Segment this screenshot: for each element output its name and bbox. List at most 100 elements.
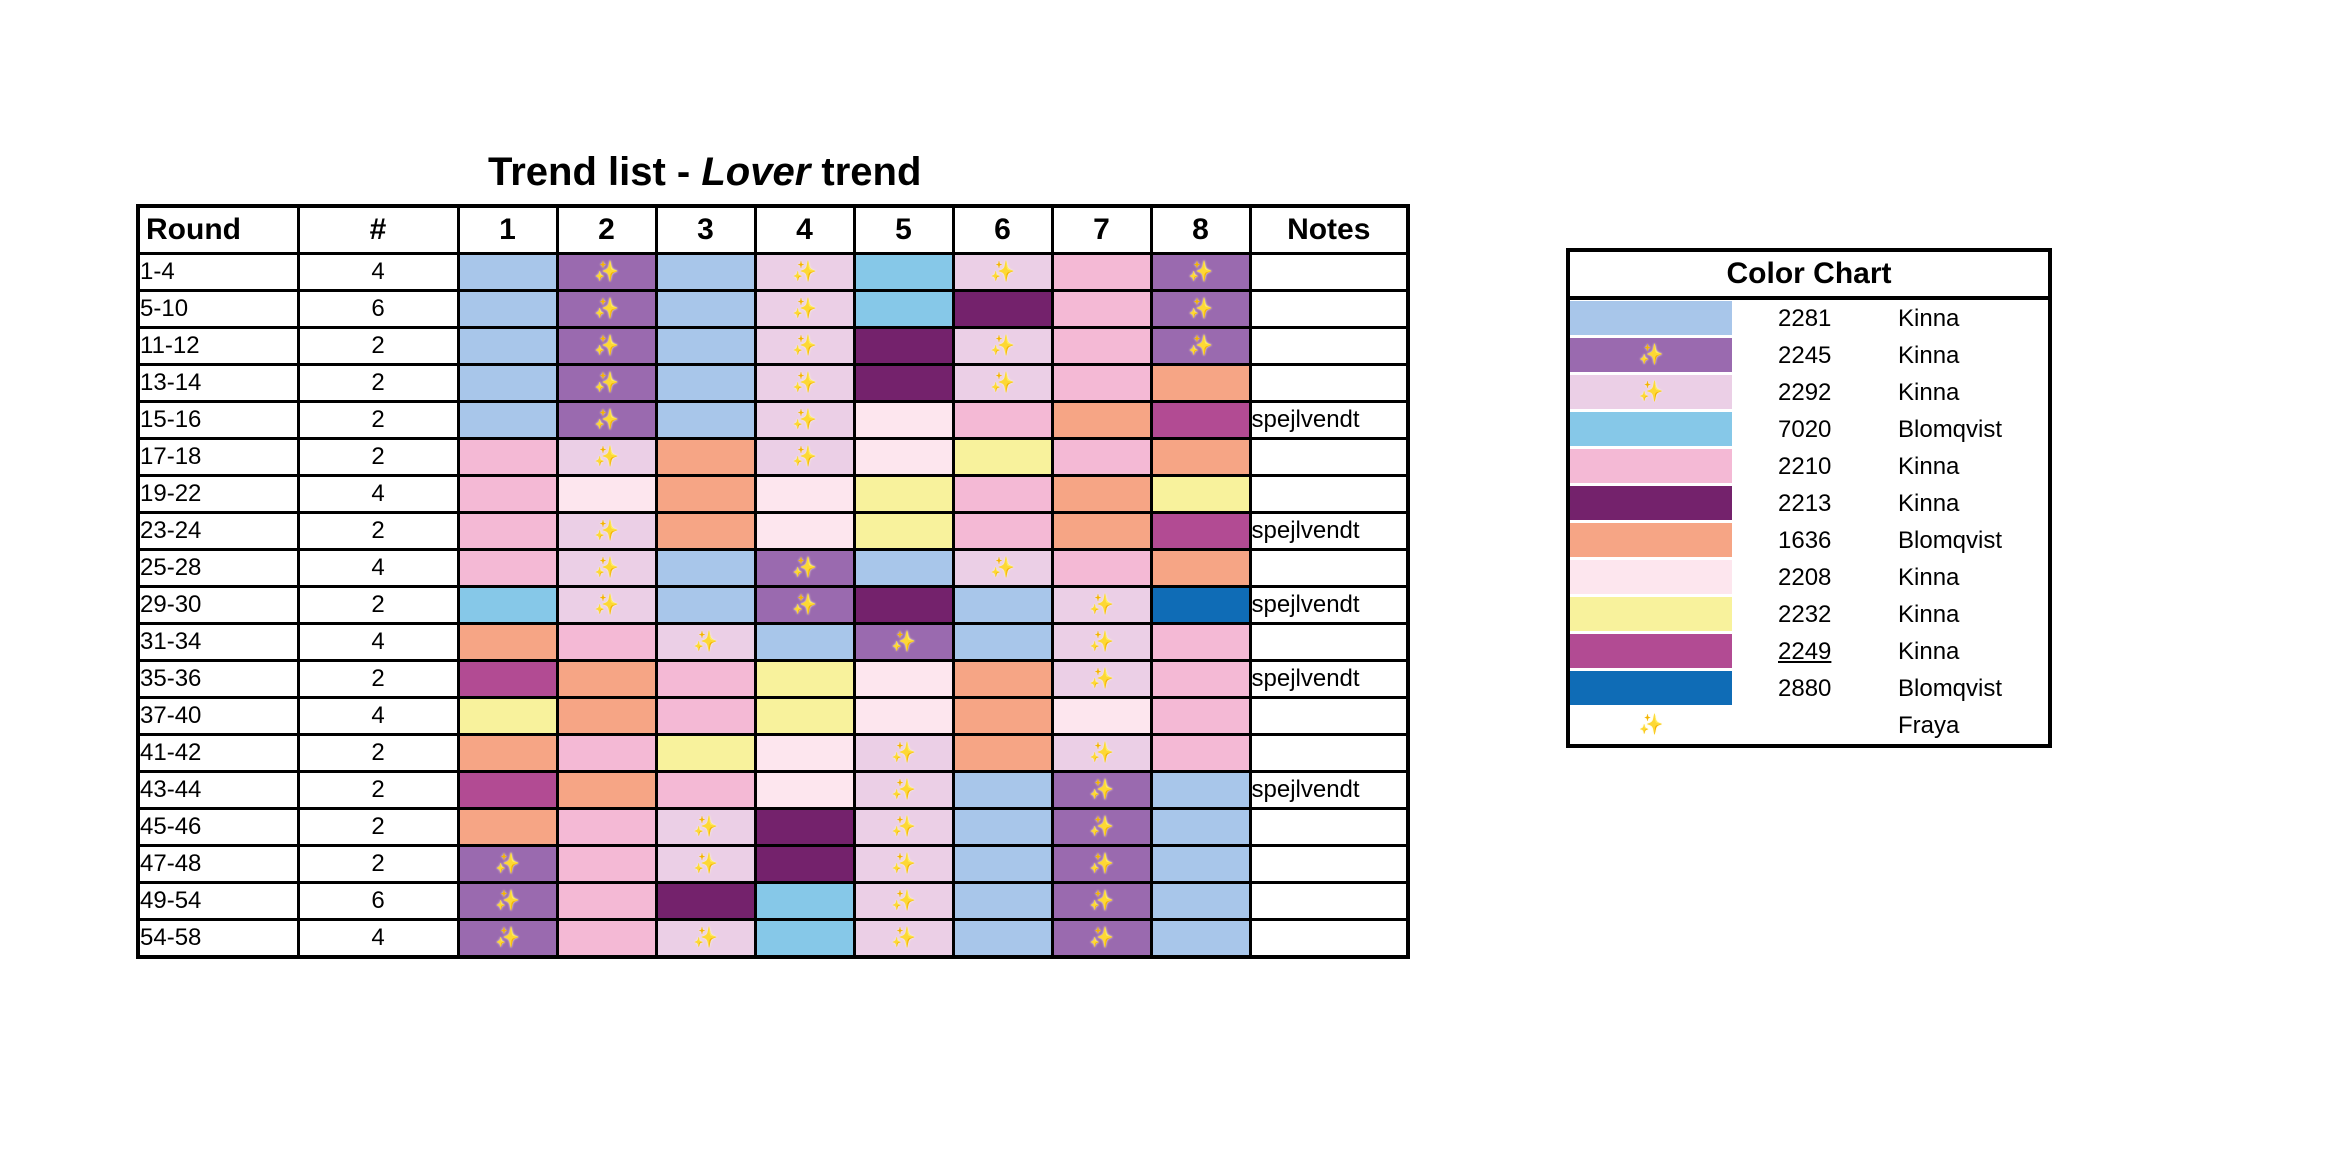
note-cell: spejlvendt <box>1248 659 1410 699</box>
color-cell <box>951 437 1054 477</box>
color-swatch-1636 <box>659 441 752 473</box>
color-cell <box>456 622 559 662</box>
color-cell: ✨ <box>951 326 1054 366</box>
note-cell <box>1248 474 1410 514</box>
sparkle-icon: ✨ <box>693 853 718 875</box>
color-cell: ✨ <box>852 733 955 773</box>
color-cell: ✨ <box>654 844 757 884</box>
sparkle-icon: ✨ <box>792 298 817 320</box>
color-swatch-2292 <box>857 922 950 955</box>
count-cell: 4 <box>296 548 460 588</box>
color-cell <box>1149 733 1252 773</box>
table-row: 19-22 4 <box>136 474 1410 514</box>
count-cell: 4 <box>296 622 460 662</box>
round-cell: 23-24 <box>136 511 300 551</box>
note-cell <box>1248 918 1410 959</box>
color-chart: Color Chart 2281 Kinna ✨ 2245 Kinna ✨ 2292 Kinn… <box>1566 248 2052 748</box>
color-cell <box>654 437 757 477</box>
color-swatch-2232 <box>758 663 851 695</box>
count-cell: 2 <box>296 807 460 847</box>
color-swatch-1636 <box>659 515 752 547</box>
color-chart-row: ✨ Fraya <box>1570 707 2048 744</box>
color-swatch-2245 <box>1055 811 1148 843</box>
color-swatch-2210 <box>560 626 653 658</box>
color-cell: ✨ <box>852 770 955 810</box>
color-cell: ✨ <box>753 363 856 403</box>
color-swatch-2208 <box>560 478 653 510</box>
color-swatch-1636 <box>560 700 653 732</box>
color-swatch-2281 <box>659 589 752 621</box>
note-cell: spejlvendt <box>1248 511 1410 551</box>
color-swatch-2292 <box>857 737 950 769</box>
color-code: 2292 <box>1778 379 1832 406</box>
count-cell: 2 <box>296 326 460 366</box>
color-swatch-1636 <box>1154 441 1247 473</box>
color-cell <box>1149 474 1252 514</box>
color-swatch-2245 <box>560 293 653 325</box>
color-cell <box>1050 696 1153 736</box>
round-cell: 1-4 <box>136 252 300 292</box>
color-swatch-2208 <box>857 663 950 695</box>
color-swatch-2245 <box>1154 256 1247 288</box>
sparkle-icon: ✨ <box>891 631 916 653</box>
color-swatch-2281 <box>1154 811 1247 843</box>
color-swatch-2281 <box>758 626 851 658</box>
sparkle-icon: ✨ <box>594 335 619 357</box>
color-code: 2232 <box>1778 601 1832 628</box>
color-swatch-1636 <box>956 700 1049 732</box>
color-cell <box>753 474 856 514</box>
color-swatch-2210 <box>461 552 554 584</box>
color-swatch-7020 <box>758 922 851 955</box>
round-cell: 25-28 <box>136 548 300 588</box>
color-swatch-2210 <box>659 700 752 732</box>
color-swatch-1636 <box>1055 515 1148 547</box>
color-cell <box>654 770 757 810</box>
color-cell <box>654 585 757 625</box>
color-cell <box>852 326 955 366</box>
sparkle-icon: ✨ <box>1089 742 1114 764</box>
color-swatch-2210 <box>560 922 653 955</box>
color-cell <box>753 696 856 736</box>
color-cell <box>1050 400 1153 440</box>
color-swatch-2249 <box>1154 404 1247 436</box>
color-cell <box>654 733 757 773</box>
color-swatch-2281 <box>1154 922 1247 955</box>
color-cell: ✨ <box>456 844 559 884</box>
sparkle-icon: ✨ <box>792 372 817 394</box>
color-swatch-2208 <box>857 441 950 473</box>
color-cell <box>456 696 559 736</box>
color-cell <box>951 400 1054 440</box>
sparkle-icon: ✨ <box>1089 890 1114 912</box>
color-cell <box>1050 474 1153 514</box>
color-cell: ✨ <box>555 511 658 551</box>
color-swatch-2281 <box>461 256 554 288</box>
table-row: 43-44 2 ✨ ✨ spejlvendt <box>136 770 1410 810</box>
color-cell <box>753 622 856 662</box>
color-swatch-2245 <box>461 922 554 955</box>
table-row: 31-34 4 ✨ ✨ ✨ <box>136 622 1410 662</box>
color-chart-swatch: ✨ <box>1570 338 1732 372</box>
color-cell <box>1050 363 1153 403</box>
note-cell <box>1248 696 1410 736</box>
color-cell <box>951 622 1054 662</box>
color-swatch-7020 <box>461 589 554 621</box>
color-swatch-1636 <box>659 478 752 510</box>
sparkle-icon: ✨ <box>495 853 520 875</box>
color-cell: ✨ <box>1050 733 1153 773</box>
sparkle-icon: ✨ <box>693 631 718 653</box>
color-cell <box>555 622 658 662</box>
color-brand: Kinna <box>1898 305 1960 332</box>
color-swatch-1636 <box>1154 367 1247 399</box>
round-cell: 13-14 <box>136 363 300 403</box>
color-swatch-2245 <box>560 404 653 436</box>
color-cell <box>1149 400 1252 440</box>
round-cell: 11-12 <box>136 326 300 366</box>
color-swatch-2292 <box>758 330 851 362</box>
color-swatch-2245 <box>857 626 950 658</box>
color-cell <box>951 770 1054 810</box>
color-cell <box>654 474 757 514</box>
round-cell: 41-42 <box>136 733 300 773</box>
color-swatch-2292 <box>956 552 1049 584</box>
color-swatch-2210 <box>560 737 653 769</box>
color-cell <box>456 437 559 477</box>
